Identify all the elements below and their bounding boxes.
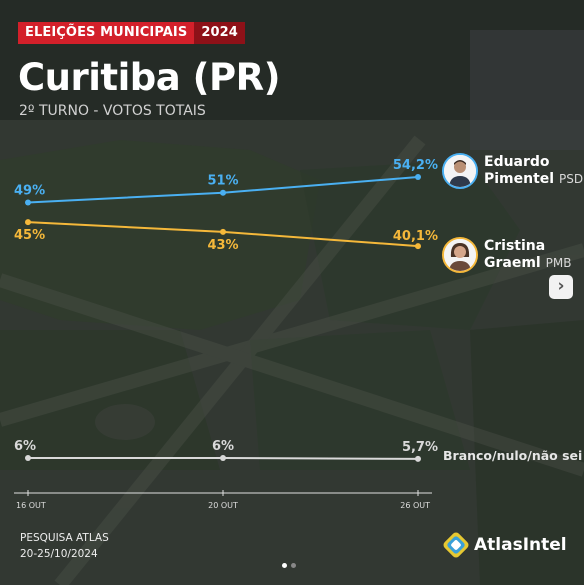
x-tick-label: 16 OUT bbox=[16, 501, 46, 510]
candidate-photo-cristina bbox=[442, 237, 478, 273]
candidate-name: Cristina Graeml PMB bbox=[484, 238, 572, 271]
data-point bbox=[25, 455, 31, 461]
data-label: 45% bbox=[14, 228, 45, 243]
data-point bbox=[220, 455, 226, 461]
data-label: 49% bbox=[14, 184, 45, 199]
badge-label: ELEIÇÕES MUNICIPAIS bbox=[18, 22, 195, 44]
data-point bbox=[220, 189, 226, 196]
page-dot[interactable] bbox=[291, 563, 296, 568]
blank-null-label: Branco/nulo/não sei bbox=[443, 448, 583, 463]
data-point bbox=[220, 228, 226, 235]
data-label: 54,2% bbox=[393, 158, 438, 173]
candidate-name: Eduardo Pimentel PSD bbox=[484, 154, 584, 187]
data-label: 40,1% bbox=[393, 229, 438, 244]
data-point bbox=[415, 455, 421, 462]
page-title: Curitiba (PR) bbox=[18, 56, 281, 99]
atlasintel-logo: AtlasIntel bbox=[443, 532, 567, 558]
page-dot[interactable] bbox=[282, 563, 287, 568]
subtitle: 2º TURNO - VOTOS TOTAIS bbox=[19, 103, 206, 119]
x-tick-label: 26 OUT bbox=[400, 501, 430, 510]
atlas-logo-icon bbox=[443, 532, 469, 558]
source-note: PESQUISA ATLAS 20-25/10/2024 bbox=[20, 532, 109, 560]
x-tick-label: 20 OUT bbox=[208, 501, 238, 510]
chevron-right-icon: › bbox=[557, 276, 565, 296]
data-point bbox=[415, 174, 421, 181]
data-label: 6% bbox=[212, 439, 234, 454]
person-icon bbox=[444, 239, 476, 271]
data-point bbox=[25, 199, 31, 206]
data-point bbox=[415, 243, 421, 250]
candidate-cristina: Cristina Graeml PMB bbox=[442, 237, 571, 273]
data-point bbox=[25, 219, 31, 226]
pagination-dots bbox=[282, 563, 296, 568]
badge-year: 2024 bbox=[194, 22, 245, 44]
party-label: PMB bbox=[545, 256, 572, 270]
election-badge: ELEIÇÕES MUNICIPAIS 2024 bbox=[18, 22, 245, 44]
data-label: 5,7% bbox=[402, 440, 438, 455]
candidate-photo-eduardo bbox=[442, 153, 478, 189]
data-label: 51% bbox=[207, 174, 238, 189]
data-label: 6% bbox=[14, 439, 36, 454]
candidate-eduardo: Eduardo Pimentel PSD bbox=[442, 153, 583, 189]
party-label: PSD bbox=[558, 172, 584, 186]
data-label: 43% bbox=[207, 238, 238, 253]
next-button[interactable]: › bbox=[549, 275, 573, 299]
person-icon bbox=[444, 155, 476, 187]
